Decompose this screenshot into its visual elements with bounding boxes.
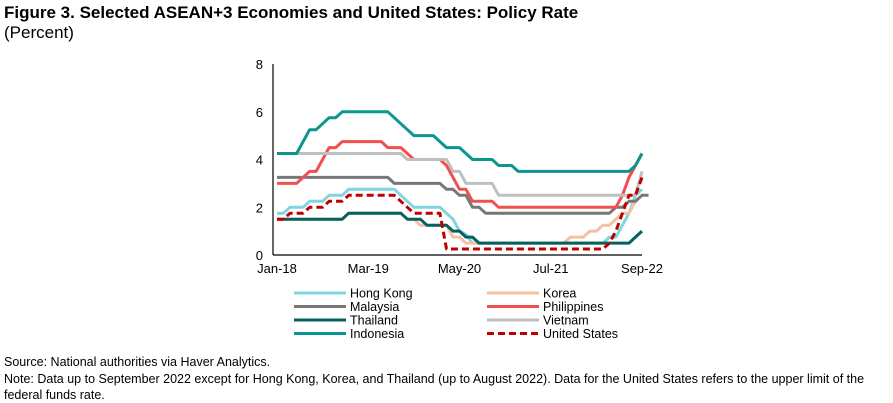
source-text: Source: National authorities via Haver A… (4, 355, 271, 369)
legend-label: Thailand (350, 314, 398, 328)
chart-subtitle: (Percent) (4, 23, 74, 42)
x-tick-label: Sep-22 (621, 261, 663, 276)
y-axis: 0 2 4 6 8 (256, 57, 274, 263)
legend-item: Korea (487, 287, 576, 301)
x-tick-label: May-20 (438, 261, 481, 276)
series-line-united-states (277, 176, 644, 251)
legend-label: Malaysia (350, 300, 399, 314)
chart-title: Figure 3. Selected ASEAN+3 Economies and… (4, 3, 579, 22)
legend-label: Philippines (543, 300, 603, 314)
y-tick-label: 2 (256, 200, 263, 215)
x-tick-label: Jul-21 (533, 261, 568, 276)
legend-item: Hong Kong (294, 287, 413, 301)
legend-item: Philippines (487, 300, 603, 314)
x-axis: Jan-18 Mar-19 May-20 Jul-21 Sep-22 (257, 254, 663, 276)
series-lines (277, 110, 649, 251)
legend-label: Hong Kong (350, 287, 413, 301)
y-tick-label: 6 (256, 105, 263, 120)
series-line-indonesia (277, 110, 644, 173)
legend-item: Thailand (294, 314, 398, 328)
legend-label: Vietnam (543, 314, 589, 328)
y-tick-label: 4 (256, 153, 263, 168)
y-tick-label: 0 (256, 248, 263, 263)
x-tick-label: Mar-19 (348, 261, 389, 276)
note-text: Note: Data up to September 2022 except f… (4, 372, 865, 402)
series-line-malaysia (277, 175, 649, 215)
legend-label: Indonesia (350, 327, 404, 341)
legend-item: Malaysia (294, 300, 399, 314)
policy-rate-chart: 0 2 4 6 8 Jan-18 Mar-19 May-20 Jul-21 Sep-22 Hon… (256, 57, 663, 341)
legend-item: Vietnam (487, 314, 589, 328)
series-line-vietnam (277, 152, 644, 197)
y-tick-label: 8 (256, 57, 263, 72)
legend: Hong Kong Korea Malaysia Philippines Thailan… (294, 287, 618, 341)
legend-item: United States (487, 327, 618, 341)
legend-item: Indonesia (294, 327, 404, 341)
x-tick-label: Jan-18 (257, 261, 297, 276)
legend-label: United States (543, 327, 618, 341)
series-line-thailand (277, 211, 644, 245)
series-line-philippines (277, 140, 644, 209)
legend-label: Korea (543, 287, 576, 301)
